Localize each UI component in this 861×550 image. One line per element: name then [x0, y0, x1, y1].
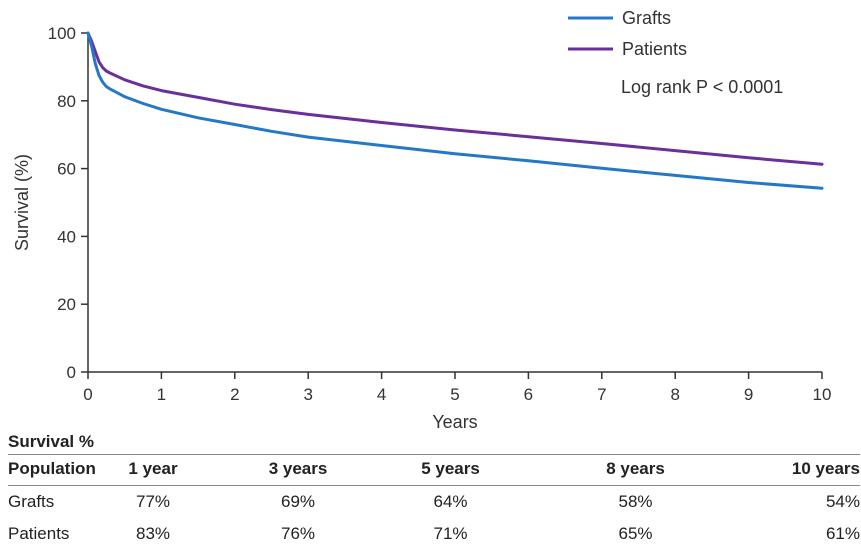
x-tick-label: 6	[524, 385, 533, 404]
x-tick-label: 3	[303, 385, 312, 404]
row-patients-8-years: 65%	[618, 524, 653, 543]
y-tick-label: 80	[57, 92, 76, 111]
row-patients-10-years: 61%	[825, 524, 860, 543]
y-tick-label: 20	[57, 295, 76, 314]
header-5-years: 5 years	[408, 454, 493, 486]
row-grafts-5-years: 64%	[433, 492, 468, 511]
x-tick-label: 1	[157, 385, 166, 404]
table-title: Survival %	[8, 432, 94, 451]
y-tick-label: 40	[57, 227, 76, 246]
legend-label-grafts: Grafts	[622, 8, 671, 28]
y-axis-title: Survival (%)	[12, 154, 32, 251]
x-tick-label: 10	[813, 385, 832, 404]
legend-label-patients: Patients	[622, 39, 687, 59]
row-grafts-1-year: 77%	[135, 492, 171, 511]
series-line-patients	[86, 31, 824, 166]
x-tick-label: 0	[83, 385, 92, 404]
series-layer	[86, 31, 824, 190]
x-tick-label: 4	[377, 385, 386, 404]
row-grafts-10-years: 54%	[825, 492, 860, 511]
table-header-row: Population 1 year 3 years 5 years 8 year…	[8, 454, 860, 486]
log-rank-annotation: Log rank P < 0.0001	[621, 77, 783, 97]
y-tick-label: 100	[48, 24, 76, 43]
row-grafts-population: Grafts	[8, 492, 55, 511]
x-tick-label: 7	[597, 385, 606, 404]
y-tick-label: 0	[67, 363, 76, 382]
header-1-year: 1 year	[118, 454, 188, 486]
axes: 0 20 40 60 80 100 0 1 2 3 4 5 6 7 8 9 10	[48, 24, 832, 404]
row-patients-5-years: 71%	[433, 524, 468, 543]
header-3-years: 3 years	[188, 454, 408, 486]
x-tick-label: 9	[744, 385, 753, 404]
row-patients-population: Patients	[8, 524, 70, 543]
x-tick-label: 8	[670, 385, 679, 404]
row-grafts-3-years: 69%	[280, 492, 316, 511]
x-tick-label: 5	[450, 385, 459, 404]
header-population: Population	[8, 454, 118, 486]
survival-data-table: Population 1 year 3 years 5 years 8 year…	[8, 454, 860, 550]
x-tick-label: 2	[230, 385, 239, 404]
table-row: Grafts 77% 69% 64% 58% 54%	[8, 486, 860, 519]
x-axis-title: Years	[432, 412, 477, 430]
survival-table: Survival % Population 1 year 3 years 5 y…	[8, 430, 860, 550]
row-patients-1-year: 83%	[135, 524, 171, 543]
row-patients-3-years: 76%	[280, 524, 316, 543]
legend: Grafts Patients	[568, 8, 687, 59]
series-line-grafts	[86, 31, 824, 190]
table-row: Patients 83% 76% 71% 65% 61%	[8, 518, 860, 550]
header-8-years: 8 years	[493, 454, 778, 486]
y-tick-label: 60	[57, 160, 76, 179]
row-grafts-8-years: 58%	[618, 492, 653, 511]
header-10-years: 10 years	[778, 454, 860, 486]
